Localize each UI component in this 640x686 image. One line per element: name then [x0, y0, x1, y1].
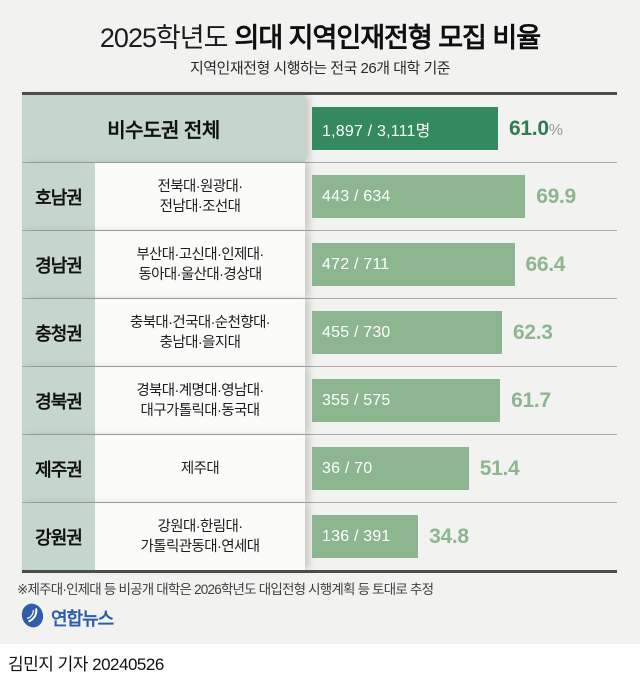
title-main: 의대 지역인재전형 모집 비율 — [234, 23, 542, 53]
table-row: 강원권 강원대·한림대· 가톨릭관동대·연세대 136 / 391 34.8 — [22, 502, 617, 570]
universities-label: 제주대 — [95, 435, 305, 502]
yonhap-logo-icon — [20, 603, 45, 633]
total-count-label: 1,897 / 3,111명 — [322, 122, 431, 140]
universities-label: 경북대·계명대·영남대· 대구가톨릭대·동국대 — [95, 367, 305, 434]
percent-label: 61.7 — [511, 388, 551, 412]
page-title: 2025학년도 의대 지역인재전형 모집 비율 — [0, 16, 640, 55]
bar-chart-table: 비수도권 전체 1,897 / 3,111명 61.0% 호남권 전북대·원광대… — [22, 92, 617, 573]
table-row-total: 비수도권 전체 1,897 / 3,111명 61.0% — [22, 95, 617, 162]
region-bar: 455 / 730 — [312, 311, 502, 354]
region-label: 강원권 — [22, 503, 95, 570]
percent-label: 34.8 — [429, 524, 469, 548]
footnote: ※제주대·인제대 등 비공개 대학은 2026학년도 대입전형 시행계획 등 토… — [17, 582, 434, 597]
region-label: 호남권 — [22, 163, 95, 230]
universities-label: 전북대·원광대· 전남대·조선대 — [95, 163, 305, 230]
region-bar: 443 / 634 — [312, 175, 526, 218]
region-bar: 136 / 391 — [312, 515, 419, 558]
table-row: 제주권 제주대 36 / 70 51.4 — [22, 434, 617, 502]
region-label: 제주권 — [22, 435, 95, 502]
region-label: 경북권 — [22, 367, 95, 434]
percent-label: 62.3 — [513, 320, 553, 344]
percent-label: 66.4 — [525, 252, 566, 276]
universities-label: 부산대·고신대·인제대· 동아대·울산대·경상대 — [95, 231, 305, 298]
table-row: 호남권 전북대·원광대· 전남대·조선대 443 / 634 69.9 — [22, 162, 617, 230]
count-label: 443 / 634 — [322, 187, 391, 205]
count-label: 136 / 391 — [322, 527, 391, 545]
region-bar: 36 / 70 — [312, 447, 469, 490]
total-label: 비수도권 전체 — [22, 95, 305, 162]
total-bar-zone: 1,897 / 3,111명 61.0% — [305, 95, 617, 162]
region-bar: 355 / 575 — [312, 379, 501, 422]
region-label: 충청권 — [22, 299, 95, 366]
count-label: 455 / 730 — [322, 323, 391, 341]
table-row: 충청권 충북대·건국대·순천향대· 충남대·을지대 455 / 730 62.3 — [22, 298, 617, 366]
yonhap-logo-text: 연합뉴스 — [51, 609, 114, 629]
title-year: 2025학년도 — [99, 23, 229, 53]
total-bar: 1,897 / 3,111명 — [312, 107, 499, 150]
count-label: 355 / 575 — [322, 391, 391, 409]
region-label: 경남권 — [22, 231, 95, 298]
byline: 김민지 기자 20240526 — [8, 655, 164, 674]
universities-label: 충북대·건국대·순천향대· 충남대·을지대 — [95, 299, 305, 366]
page-subtitle: 지역인재전형 시행하는 전국 26개 대학 기준 — [189, 60, 451, 77]
yonhap-logo: 연합뉴스 — [20, 603, 114, 633]
total-label-panel: 비수도권 전체 — [22, 95, 305, 162]
table-row: 경북권 경북대·계명대·영남대· 대구가톨릭대·동국대 355 / 575 61… — [22, 366, 617, 434]
universities-label: 강원대·한림대· 가톨릭관동대·연세대 — [95, 503, 305, 570]
percent-unit: % — [548, 121, 563, 139]
count-label: 36 / 70 — [322, 459, 373, 477]
percent-label: 51.4 — [479, 456, 520, 480]
region-bar: 472 / 711 — [312, 243, 515, 286]
percent-label: 69.9 — [536, 184, 576, 208]
table-row: 경남권 부산대·고신대·인제대· 동아대·울산대·경상대 472 / 711 6… — [22, 230, 617, 298]
total-percent-label: 61.0% — [509, 116, 563, 140]
count-label: 472 / 711 — [322, 255, 390, 273]
